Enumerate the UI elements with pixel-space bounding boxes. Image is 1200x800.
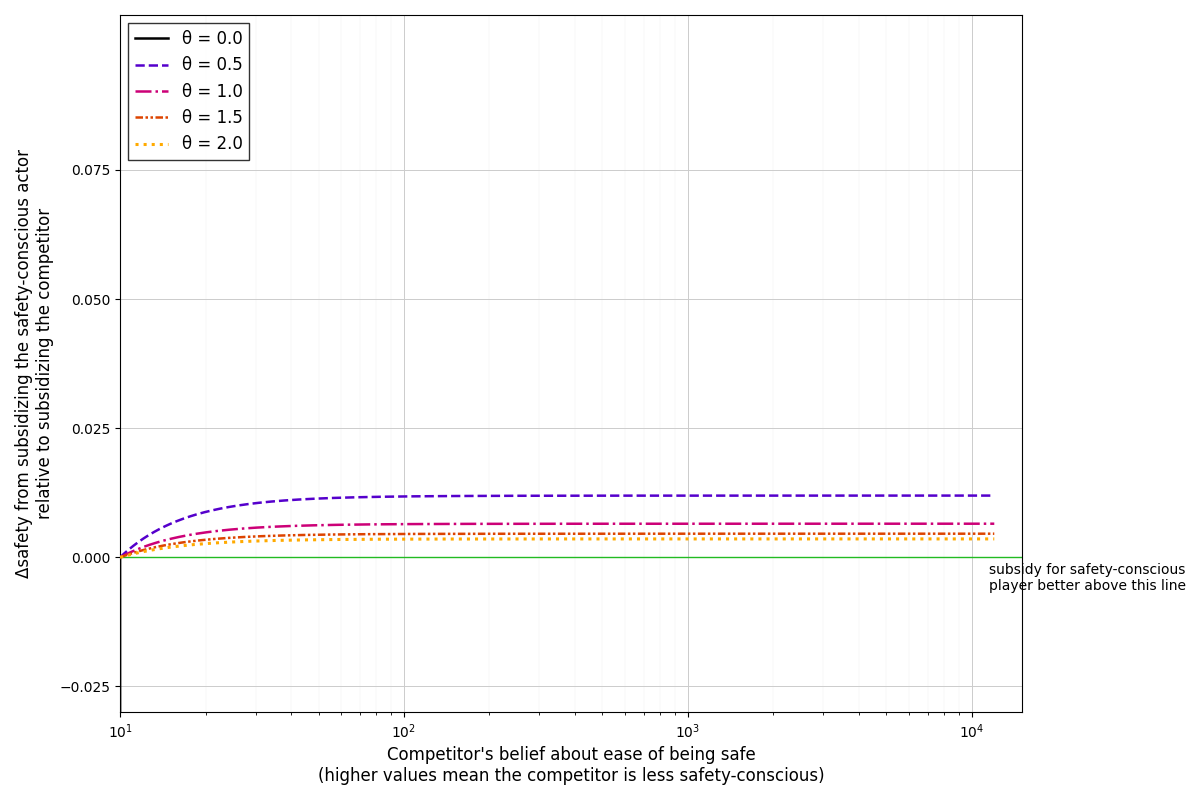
- θ = 1.0: [865, 519, 880, 529]
- X-axis label: Competitor's belief about ease of being safe
(higher values mean the competitor : Competitor's belief about ease of being …: [318, 746, 824, 785]
- θ = 1.0: [620, 519, 635, 529]
- Line: θ = 1.0: θ = 1.0: [120, 524, 995, 558]
- θ = 2.0: [776, 534, 791, 544]
- θ = 0.5: [776, 490, 791, 500]
- θ = 1.5: [988, 529, 1002, 538]
- θ = 1.5: [670, 529, 684, 538]
- Y-axis label: Δsafety from subsidizing the safety-conscious actor
relative to subsidizing the : Δsafety from subsidizing the safety-cons…: [14, 149, 54, 578]
- θ = 0.5: [620, 491, 635, 501]
- θ = 1.0: [167, 534, 181, 543]
- θ = 2.0: [865, 534, 880, 544]
- θ = 0.5: [670, 491, 684, 501]
- θ = 2.0: [643, 534, 658, 544]
- θ = 1.0: [776, 519, 791, 529]
- θ = 1.5: [643, 529, 658, 538]
- θ = 0.5: [167, 518, 181, 527]
- θ = 1.0: [113, 553, 127, 562]
- θ = 0.5: [113, 553, 127, 562]
- θ = 2.0: [670, 534, 684, 544]
- θ = 0.0: [113, 553, 127, 562]
- θ = 0.5: [643, 491, 658, 501]
- θ = 2.0: [113, 553, 127, 562]
- θ = 0.5: [988, 490, 1002, 500]
- θ = 1.5: [113, 553, 127, 562]
- θ = 2.0: [988, 534, 1002, 544]
- Line: θ = 0.0: θ = 0.0: [120, 558, 995, 800]
- θ = 1.5: [865, 529, 880, 538]
- θ = 1.5: [620, 529, 635, 538]
- θ = 1.5: [776, 529, 791, 538]
- θ = 1.0: [670, 519, 684, 529]
- Text: subsidy for safety-conscious
player better above this line: subsidy for safety-conscious player bett…: [989, 562, 1186, 593]
- Line: θ = 0.5: θ = 0.5: [120, 495, 995, 558]
- θ = 1.5: [167, 539, 181, 549]
- Line: θ = 1.5: θ = 1.5: [120, 534, 995, 558]
- θ = 1.0: [643, 519, 658, 529]
- θ = 0.5: [865, 490, 880, 500]
- Legend: θ = 0.0, θ = 0.5, θ = 1.0, θ = 1.5, θ = 2.0: θ = 0.0, θ = 0.5, θ = 1.0, θ = 1.5, θ = …: [128, 23, 250, 160]
- θ = 2.0: [620, 534, 635, 544]
- θ = 1.0: [988, 519, 1002, 529]
- θ = 2.0: [167, 542, 181, 551]
- Line: θ = 2.0: θ = 2.0: [120, 539, 995, 558]
